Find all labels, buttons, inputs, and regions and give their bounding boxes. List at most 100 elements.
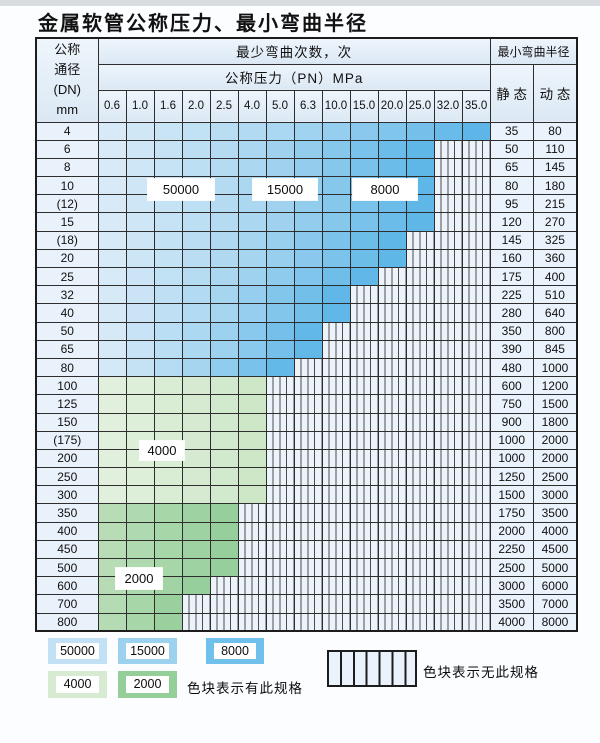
spec-available-cell xyxy=(125,248,155,269)
spec-available-cell xyxy=(265,139,295,159)
spec-available-cell xyxy=(153,357,183,378)
no-spec-cell xyxy=(461,357,491,378)
no-spec-cell xyxy=(377,339,407,359)
no-spec-cell xyxy=(321,521,351,541)
dynamic-radius-cell: 270 xyxy=(532,212,578,232)
no-spec-cell xyxy=(405,376,435,396)
legend-swatch-50000: 50000 xyxy=(48,638,107,664)
no-spec-cell xyxy=(237,503,267,523)
static-radius-cell: 1000 xyxy=(489,448,534,469)
no-spec-cell xyxy=(237,594,267,614)
static-radius-cell: 1000 xyxy=(489,430,534,450)
dn-cell: 6 xyxy=(35,139,99,159)
static-radius-cell: 160 xyxy=(489,248,534,269)
no-spec-cell xyxy=(293,394,323,414)
no-spec-cell xyxy=(405,521,435,541)
no-spec-cell xyxy=(321,612,351,632)
no-spec-cell xyxy=(461,248,491,269)
no-spec-cell xyxy=(265,467,295,487)
no-spec-cell xyxy=(461,430,491,450)
spec-available-cell xyxy=(237,376,267,396)
legend-swatch-8000: 8000 xyxy=(206,638,264,664)
dynamic-radius-cell: 8000 xyxy=(532,612,578,632)
dynamic-radius-cell: 4500 xyxy=(532,539,578,560)
spec-available-cell xyxy=(125,176,155,196)
no-spec-cell xyxy=(405,539,435,560)
corner-header-line: 通径 xyxy=(54,62,81,78)
header-row-1: 公称 通径 (DN) mm 最少弯曲次数，次 最小弯曲半径 xyxy=(35,37,578,123)
spec-available-cell xyxy=(209,376,239,396)
no-spec-cell xyxy=(461,303,491,323)
dn-cell: 800 xyxy=(35,612,99,632)
static-radius-cell: 4000 xyxy=(489,612,534,632)
no-spec-cell xyxy=(209,576,239,596)
pressure-tick: 10.0 xyxy=(321,89,351,123)
corner-header-dn: 公称通径 (DN) mm xyxy=(35,37,99,123)
spec-available-cell xyxy=(153,248,183,269)
spec-available-cell xyxy=(97,430,127,450)
no-spec-cell xyxy=(265,448,295,469)
no-spec-cell xyxy=(433,430,463,450)
spec-available-cell xyxy=(293,157,323,178)
no-spec-cell xyxy=(433,194,463,214)
spec-table-area: 公称 通径 (DN) mm 最少弯曲次数，次 最小弯曲半径 公称压力（PN）MPa 静… xyxy=(35,37,579,633)
no-spec-cell xyxy=(377,612,407,632)
dn-cell: 125 xyxy=(35,394,99,414)
legend-swatch-label: 8000 xyxy=(214,642,256,660)
no-spec-cell xyxy=(377,266,407,287)
no-spec-cell xyxy=(349,576,379,596)
spec-available-cell xyxy=(125,503,155,523)
spec-available-cell xyxy=(181,230,211,250)
spec-available-cell xyxy=(265,285,295,305)
spec-available-cell xyxy=(153,230,183,250)
dn-cell: 32 xyxy=(35,285,99,305)
no-spec-cell xyxy=(377,430,407,450)
no-spec-cell xyxy=(377,357,407,378)
no-spec-cell xyxy=(377,412,407,432)
no-spec-cell xyxy=(237,521,267,541)
spec-available-cell xyxy=(153,285,183,305)
spec-available-cell xyxy=(237,266,267,287)
table-row: 300 1500 3000 xyxy=(35,485,578,505)
spec-available-cell xyxy=(237,448,267,469)
spec-available-cell xyxy=(321,285,351,305)
corner-header-line: mm xyxy=(56,102,79,118)
no-spec-cell xyxy=(377,485,407,505)
no-spec-cell xyxy=(461,485,491,505)
no-spec-cell xyxy=(461,576,491,596)
no-spec-cell xyxy=(461,230,491,250)
table-row: (18) 145 325 xyxy=(35,230,578,250)
no-spec-cell xyxy=(461,448,491,469)
no-spec-cell xyxy=(321,503,351,523)
static-radius-cell: 35 xyxy=(489,121,534,141)
table-row: 80 480 1000 xyxy=(35,357,578,378)
dynamic-radius-cell: 360 xyxy=(532,248,578,269)
dynamic-radius-cell: 1800 xyxy=(532,412,578,432)
no-spec-cell xyxy=(321,430,351,450)
no-spec-cell xyxy=(461,503,491,523)
spec-available-cell xyxy=(97,303,127,323)
static-radius-cell: 390 xyxy=(489,339,534,359)
corner-header-line: 公称 xyxy=(54,42,81,58)
spec-available-cell xyxy=(125,303,155,323)
no-spec-cell xyxy=(461,194,491,214)
no-spec-cell xyxy=(461,139,491,159)
spec-available-cell xyxy=(321,303,351,323)
no-spec-cell xyxy=(461,539,491,560)
spec-available-cell xyxy=(433,121,463,141)
no-spec-cell xyxy=(405,285,435,305)
no-spec-cell xyxy=(181,612,211,632)
spec-available-cell xyxy=(181,557,211,578)
table-row: 150 900 1800 xyxy=(35,412,578,432)
spec-available-cell xyxy=(97,212,127,232)
no-spec-cell xyxy=(265,376,295,396)
static-radius-cell: 225 xyxy=(489,285,534,305)
no-spec-cell xyxy=(377,521,407,541)
static-radius-cell: 80 xyxy=(489,176,534,196)
spec-available-cell xyxy=(97,230,127,250)
no-spec-cell xyxy=(349,467,379,487)
dn-cell: 20 xyxy=(35,248,99,269)
static-radius-cell: 175 xyxy=(489,266,534,287)
cycles-label-50000: 50000 xyxy=(148,179,214,200)
corner-header-line: (DN) xyxy=(53,82,81,98)
